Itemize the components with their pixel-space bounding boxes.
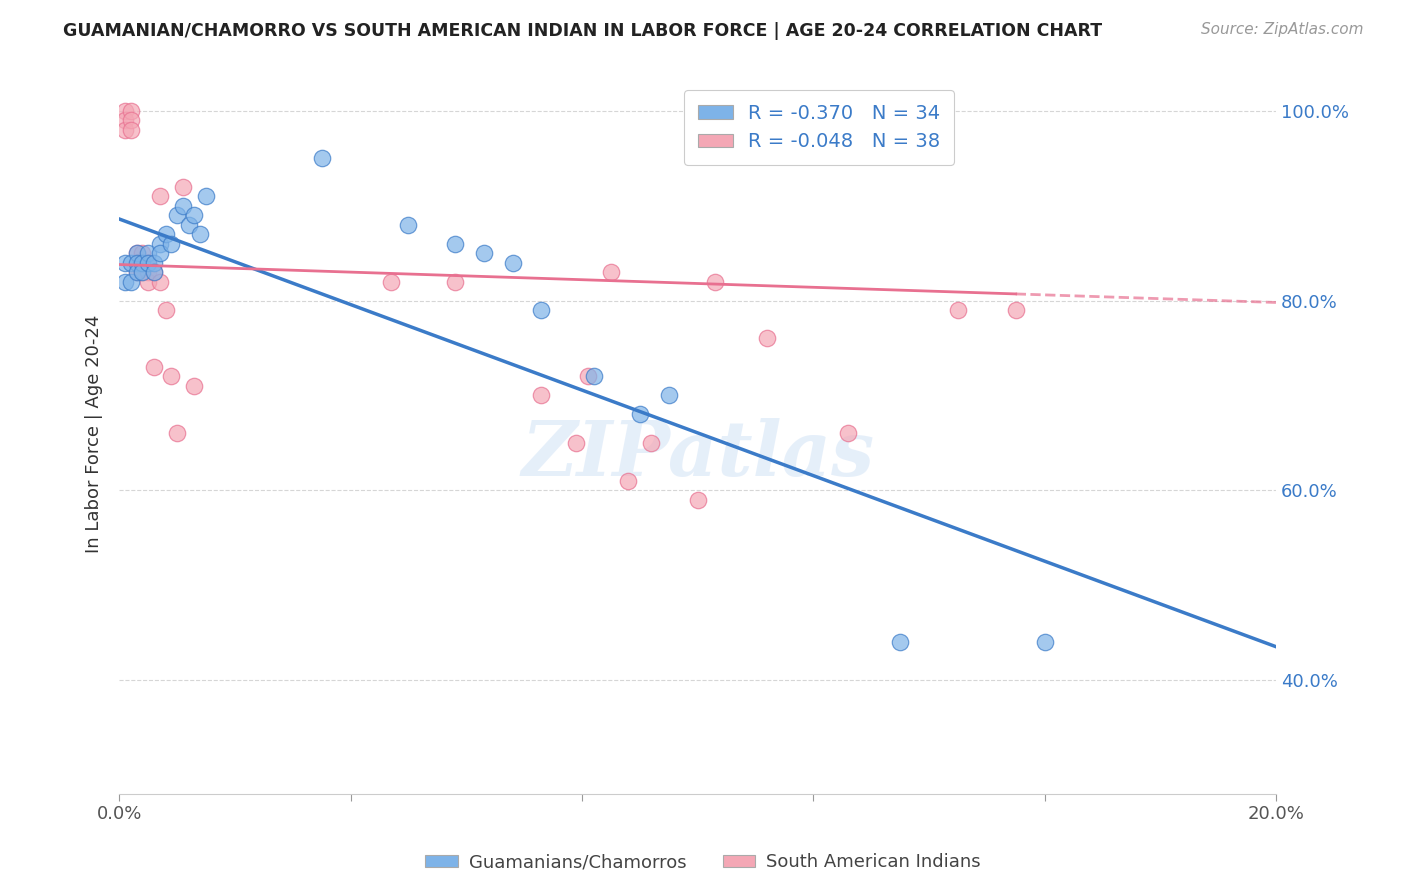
Point <box>160 236 183 251</box>
Point <box>149 189 172 203</box>
Point <box>640 435 662 450</box>
Point <box>311 151 333 165</box>
Point <box>530 388 553 402</box>
Point <box>188 227 211 242</box>
Point <box>160 369 183 384</box>
Point <box>149 275 172 289</box>
Point <box>149 236 172 251</box>
Point <box>576 369 599 384</box>
Point <box>131 246 153 260</box>
Y-axis label: In Labor Force | Age 20-24: In Labor Force | Age 20-24 <box>86 314 103 552</box>
Point <box>582 369 605 384</box>
Point <box>143 265 166 279</box>
Point <box>125 246 148 260</box>
Point <box>1004 303 1026 318</box>
Point <box>398 218 420 232</box>
Point <box>628 408 651 422</box>
Point <box>155 227 177 242</box>
Point <box>166 426 188 441</box>
Point <box>599 265 621 279</box>
Point <box>114 113 136 128</box>
Point <box>195 189 218 203</box>
Point <box>756 331 779 345</box>
Point <box>443 275 465 289</box>
Point <box>143 359 166 374</box>
Point <box>183 379 205 393</box>
Text: Source: ZipAtlas.com: Source: ZipAtlas.com <box>1201 22 1364 37</box>
Point <box>502 255 524 269</box>
Point <box>443 236 465 251</box>
Point <box>136 265 159 279</box>
Point <box>946 303 969 318</box>
Point <box>472 246 495 260</box>
Point <box>183 208 205 222</box>
Point <box>166 208 188 222</box>
Point <box>114 123 136 137</box>
Point <box>131 265 153 279</box>
Point <box>143 255 166 269</box>
Point <box>120 113 142 128</box>
Point <box>704 275 727 289</box>
Point <box>120 123 142 137</box>
Point <box>172 199 194 213</box>
Point <box>136 255 159 269</box>
Legend: Guamanians/Chamorros, South American Indians: Guamanians/Chamorros, South American Ind… <box>418 847 988 879</box>
Point <box>565 435 588 450</box>
Point <box>380 275 402 289</box>
Point <box>114 275 136 289</box>
Text: ZIPatlas: ZIPatlas <box>522 418 875 492</box>
Point <box>125 255 148 269</box>
Legend: R = -0.370   N = 34, R = -0.048   N = 38: R = -0.370 N = 34, R = -0.048 N = 38 <box>685 90 953 165</box>
Point <box>837 426 859 441</box>
Point <box>617 474 640 488</box>
Point <box>125 265 148 279</box>
Point <box>530 303 553 318</box>
Point <box>177 218 200 232</box>
Point <box>155 303 177 318</box>
Point <box>686 492 709 507</box>
Point <box>172 179 194 194</box>
Point <box>125 265 148 279</box>
Point <box>658 388 681 402</box>
Point <box>143 265 166 279</box>
Point <box>136 246 159 260</box>
Point <box>1033 635 1056 649</box>
Point <box>120 255 142 269</box>
Point <box>149 246 172 260</box>
Point <box>136 255 159 269</box>
Point <box>131 265 153 279</box>
Point <box>114 255 136 269</box>
Text: GUAMANIAN/CHAMORRO VS SOUTH AMERICAN INDIAN IN LABOR FORCE | AGE 20-24 CORRELATI: GUAMANIAN/CHAMORRO VS SOUTH AMERICAN IND… <box>63 22 1102 40</box>
Point <box>114 103 136 118</box>
Point <box>120 103 142 118</box>
Point <box>125 255 148 269</box>
Point <box>131 255 153 269</box>
Point <box>120 275 142 289</box>
Point <box>131 255 153 269</box>
Point <box>889 635 911 649</box>
Point <box>136 275 159 289</box>
Point <box>125 246 148 260</box>
